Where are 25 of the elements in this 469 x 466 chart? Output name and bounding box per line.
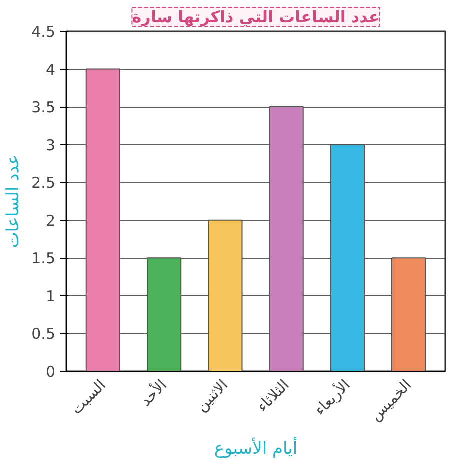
y-tick-label: 1 (46, 287, 56, 306)
bar (330, 144, 366, 372)
x-tick-label: الخميس (366, 376, 416, 425)
x-axis-title: أيام الأسبوع (214, 437, 298, 460)
bar (146, 258, 182, 372)
y-tick-label: 3 (46, 136, 56, 154)
y-tick-label: 2.5 (32, 174, 56, 192)
chart-title: عدد الساعات التي ذاكرتها سارة (132, 8, 380, 26)
x-tick-label: السبت (68, 376, 110, 418)
x-tick-label: الاثنين (192, 376, 232, 416)
bar (208, 220, 243, 372)
y-axis-title: عدد الساعات (4, 154, 24, 248)
bar (392, 258, 426, 372)
x-tick-label: الثلاثاء (253, 376, 293, 416)
y-tick-label: 0 (46, 363, 56, 381)
y-tick-label: 4.5 (32, 23, 56, 41)
y-tick-label: 4 (46, 60, 56, 79)
y-tick-label: 2 (46, 212, 56, 230)
x-tick-label: الأحد (136, 375, 171, 410)
bar (86, 68, 120, 372)
y-tick-label: 1.5 (32, 250, 56, 268)
x-tick-label: الأربعاء (310, 375, 354, 420)
y-tick-label: 0.5 (32, 325, 56, 344)
bar (269, 106, 304, 372)
y-tick-label: 3.5 (32, 98, 56, 117)
